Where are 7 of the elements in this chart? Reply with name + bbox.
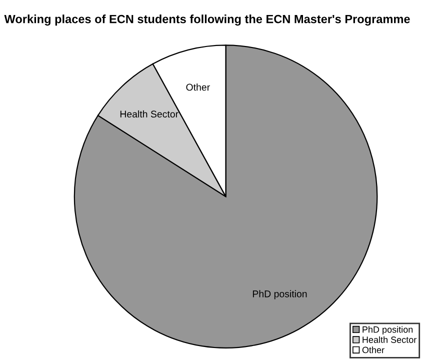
legend-label: PhD position bbox=[362, 326, 413, 335]
legend-label: Health Sector bbox=[362, 336, 416, 343]
slice-label: Other bbox=[186, 84, 210, 91]
slice-label: PhD position bbox=[252, 290, 307, 300]
slice-label: Health Sector bbox=[120, 110, 178, 118]
chart-title: Working places of ECN students following the ECN Master's Programme bbox=[4, 14, 410, 26]
legend-label: Other bbox=[362, 346, 384, 354]
